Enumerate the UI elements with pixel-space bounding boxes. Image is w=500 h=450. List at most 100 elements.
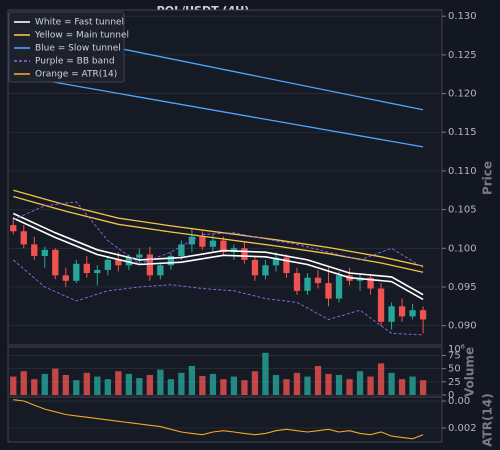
volume-bar	[41, 373, 48, 395]
panel	[7, 396, 443, 443]
axis-label: Price	[481, 161, 495, 195]
indicator-line	[13, 259, 424, 336]
volume-bar	[104, 379, 111, 395]
candle-body	[94, 269, 101, 274]
y-tick-label: 0.115	[448, 127, 477, 138]
volume-bar	[136, 378, 143, 395]
y-tick-label: 75	[448, 350, 461, 361]
volume-bar	[115, 371, 122, 395]
axis-label: ATR(14)	[481, 393, 495, 446]
candle-body	[325, 283, 332, 299]
candle-body	[167, 256, 175, 266]
candle-body	[146, 254, 154, 276]
legend-label: Yellow = Main tunnel	[34, 31, 129, 41]
volume-bar	[157, 369, 164, 395]
volume-bar	[220, 379, 227, 395]
candle-body	[272, 257, 280, 266]
volume-bar	[73, 380, 80, 395]
volume-bar	[262, 352, 269, 395]
volume-bar	[167, 379, 175, 395]
volume-bar	[10, 376, 17, 395]
y-tick-label: 25	[448, 377, 461, 388]
volume-bar	[314, 365, 322, 395]
y-tick-label: 0.095	[448, 282, 477, 293]
candle-body	[314, 277, 322, 284]
legend-label: Orange = ATR(14)	[35, 70, 117, 80]
volume-bar	[178, 372, 185, 395]
candle-body	[104, 259, 111, 270]
candle-body	[62, 275, 69, 281]
y-tick-label: 0.110	[448, 166, 477, 177]
volume-bar	[367, 376, 374, 395]
candle-body	[52, 249, 59, 276]
candle-body	[178, 244, 185, 257]
volume-bar	[409, 376, 416, 395]
indicator-line	[13, 189, 424, 267]
indicator-line	[13, 195, 424, 273]
legend-label: White = Fast tunnel	[35, 18, 124, 28]
candle-body	[115, 259, 122, 266]
y-tick-label: 0.090	[448, 321, 477, 332]
volume-bar	[199, 376, 206, 395]
candle-body	[157, 265, 164, 276]
candle-body	[377, 288, 385, 322]
volume-bar	[20, 371, 27, 395]
volume-bar	[356, 371, 364, 395]
y-tick-label: 0.120	[448, 89, 477, 100]
candle-body	[367, 277, 374, 289]
offset-label: 10⁶	[448, 344, 465, 355]
volume-bar	[283, 379, 290, 395]
y-tick-label: 0.100	[448, 243, 477, 254]
candle-body	[293, 273, 301, 291]
candle-body	[409, 310, 416, 317]
volume-bar	[209, 373, 217, 395]
y-tick-label: 0.130	[448, 11, 477, 22]
volume-bar	[335, 374, 343, 395]
y-tick-label: 0.00	[448, 396, 470, 407]
candle-body	[199, 236, 206, 247]
y-tick-label: 0	[448, 390, 454, 401]
volume-bar	[94, 376, 101, 395]
indicator-line	[13, 201, 424, 268]
volume-bar	[346, 379, 353, 395]
volume-bar	[304, 376, 311, 395]
volume-bar	[241, 380, 248, 395]
volume-bar	[398, 379, 406, 395]
legend-label: Blue = Slow tunnel	[35, 44, 121, 54]
indicator-line	[13, 74, 424, 148]
legend-box	[8, 11, 125, 83]
candle-body	[83, 263, 90, 274]
volume-bar	[125, 373, 132, 395]
y-tick-label: 0.002	[448, 423, 477, 434]
axis-label: Volume	[463, 347, 477, 397]
volume-bar	[377, 363, 385, 395]
y-tick-label: 50	[448, 364, 461, 375]
candle-body	[31, 244, 38, 257]
y-tick-label: 0.125	[448, 50, 477, 61]
indicator-line	[12, 212, 424, 296]
volume-bar	[188, 365, 196, 395]
candle-body	[73, 263, 80, 281]
volume-bar	[146, 374, 154, 395]
volume-bar	[293, 372, 301, 395]
legend: White = Fast tunnel Yellow = Main tunnel B…	[8, 11, 129, 83]
volume-bar	[251, 371, 259, 395]
candle-body	[136, 254, 143, 258]
volume-bar	[62, 374, 69, 395]
candle-body	[304, 277, 311, 291]
indicator-line	[12, 217, 424, 301]
candle-body	[419, 310, 427, 320]
candle-body	[335, 275, 343, 299]
candle-body	[20, 231, 27, 245]
candle-body	[251, 259, 259, 276]
candle-body	[41, 249, 48, 257]
candle-body	[388, 306, 395, 322]
volume-bar	[419, 380, 427, 395]
candle-body	[209, 240, 217, 247]
volume-bar	[83, 372, 90, 395]
candle-body	[220, 240, 227, 253]
volume-bar	[272, 374, 280, 395]
volume-bar	[388, 372, 395, 395]
volume-bar	[31, 379, 38, 395]
